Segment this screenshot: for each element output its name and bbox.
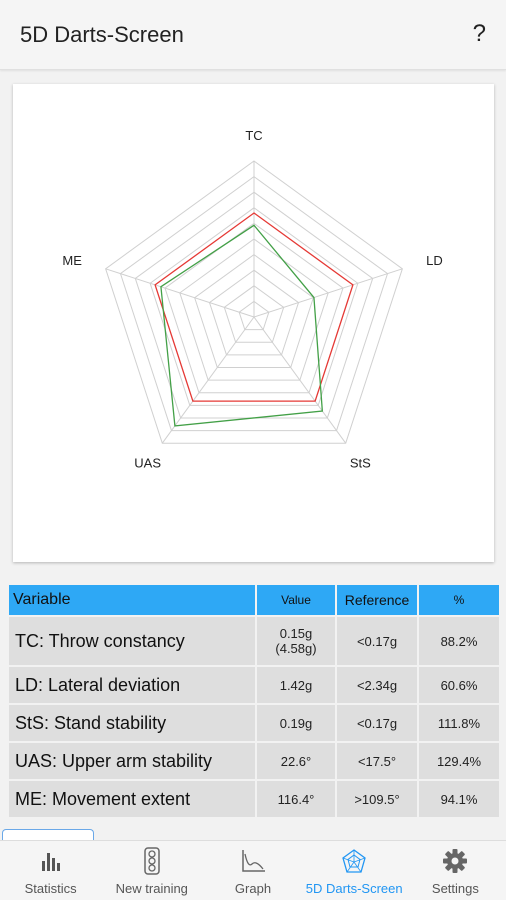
radar-grid-ring xyxy=(238,300,270,331)
variable-value: 22.6° xyxy=(257,743,335,779)
help-button[interactable]: ? xyxy=(472,20,486,47)
variable-value: 0.15g (4.58g) xyxy=(257,617,335,665)
radar-chart: TC LD StS UAS ME xyxy=(62,128,443,470)
gear-icon xyxy=(442,847,468,875)
radar-grid-ring xyxy=(105,160,403,444)
radar-grid-ring xyxy=(164,222,344,394)
nav-label: New training xyxy=(115,881,188,896)
variable-name: StS: Stand stability xyxy=(9,705,255,741)
variable-percent: 60.6% xyxy=(419,667,499,703)
variable-percent: 129.4% xyxy=(419,743,499,779)
table-header-row: Variable Value Reference % xyxy=(9,585,499,615)
variable-reference: >109.5° xyxy=(337,781,417,817)
axis-label-tc: TC xyxy=(245,128,262,143)
variable-name: UAS: Upper arm stability xyxy=(9,743,255,779)
variable-value: 1.42g xyxy=(257,667,335,703)
radar-grid-ring xyxy=(119,175,389,432)
nav-new-training[interactable]: New training xyxy=(101,841,202,900)
axis-label-me: ME xyxy=(62,253,82,268)
table-row: StS: Stand stability 0.19g <0.17g 111.8% xyxy=(9,705,499,741)
partial-button[interactable] xyxy=(2,829,94,843)
variable-name: ME: Movement extent xyxy=(9,781,255,817)
radar-chart-card: TC LD StS UAS ME xyxy=(13,84,494,562)
variable-value: 0.19g xyxy=(257,705,335,741)
radar-axis-line xyxy=(161,316,255,444)
radar-grid-ring xyxy=(208,269,300,356)
measured-series xyxy=(160,224,324,427)
table-row: LD: Lateral deviation 1.42g <2.34g 60.6% xyxy=(9,667,499,703)
variable-reference: <0.17g xyxy=(337,617,417,665)
axis-label-uas: UAS xyxy=(134,455,161,470)
app-bar: 5D Darts-Screen ? xyxy=(0,0,506,70)
table-row: ME: Movement extent 116.4° >109.5° 94.1% xyxy=(9,781,499,817)
variables-table: Variable Value Reference % TC: Throw con… xyxy=(7,583,501,819)
variable-percent: 111.8% xyxy=(419,705,499,741)
variable-reference: <2.34g xyxy=(337,667,417,703)
radar-grid-ring xyxy=(223,285,285,343)
header-variable: Variable xyxy=(9,585,255,615)
radar-grid-ring xyxy=(194,253,314,368)
nav-label: Statistics xyxy=(24,881,77,896)
nav-label: 5D Darts-Screen xyxy=(305,881,403,896)
reference-series xyxy=(154,212,354,402)
nav-5d-darts-screen[interactable]: 5D Darts-Screen xyxy=(304,841,405,900)
nav-label: Graph xyxy=(234,881,272,896)
radar-grid-ring xyxy=(149,207,359,406)
header-reference: Reference xyxy=(337,585,417,615)
header-percent: % xyxy=(419,585,499,615)
bottom-navigation: Statistics New training Graph 5D Darts-S… xyxy=(0,840,506,900)
table-row: TC: Throw constancy 0.15g (4.58g) <0.17g … xyxy=(9,617,499,665)
radar-axis-line xyxy=(253,268,403,318)
radar-grid-ring xyxy=(179,238,329,381)
bar-chart-icon xyxy=(39,847,63,875)
axis-label-sts: StS xyxy=(350,455,371,470)
nav-graph[interactable]: Graph xyxy=(202,841,303,900)
variable-value: 116.4° xyxy=(257,781,335,817)
variable-reference: <0.17g xyxy=(337,705,417,741)
radar-axis-line xyxy=(105,268,255,318)
variable-reference: <17.5° xyxy=(337,743,417,779)
header-value: Value xyxy=(257,585,335,615)
pentagon-icon xyxy=(341,847,367,875)
nav-settings[interactable]: Settings xyxy=(405,841,506,900)
axis-label-ld: LD xyxy=(426,253,443,268)
line-graph-icon xyxy=(240,847,266,875)
radar-axis-line xyxy=(253,316,347,444)
nav-label: Settings xyxy=(431,881,479,896)
nav-statistics[interactable]: Statistics xyxy=(0,841,101,900)
page-title: 5D Darts-Screen xyxy=(20,22,184,47)
traffic-light-icon xyxy=(142,847,162,875)
variable-percent: 88.2% xyxy=(419,617,499,665)
variable-name: TC: Throw constancy xyxy=(9,617,255,665)
table-row: UAS: Upper arm stability 22.6° <17.5° 12… xyxy=(9,743,499,779)
variable-percent: 94.1% xyxy=(419,781,499,817)
variable-name: LD: Lateral deviation xyxy=(9,667,255,703)
